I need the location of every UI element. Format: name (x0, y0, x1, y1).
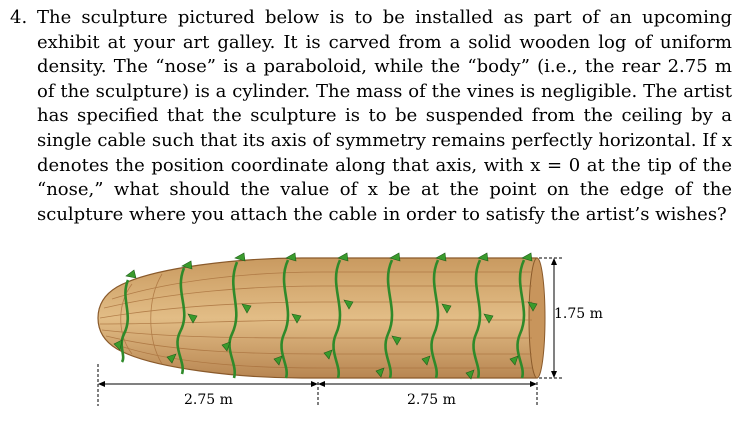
length-arrow-left-start (98, 381, 105, 387)
problem-number: 4. (10, 7, 28, 28)
height-arrow-bottom (551, 371, 557, 378)
vines (120, 259, 526, 379)
sculpture-body (97, 257, 538, 379)
height-dimension (539, 257, 562, 379)
dim-label-right: 2.75 m (407, 392, 456, 408)
wood-grain (99, 271, 532, 369)
length-arrow-right-end (530, 381, 537, 387)
sculpture-diagram (97, 252, 562, 406)
dim-label-height: 1.75 m (554, 306, 603, 322)
vine-leaves (113, 252, 538, 380)
length-arrow-right-start (318, 381, 325, 387)
length-arrow-left-end (311, 381, 318, 387)
problem-text: The sculpture pictured below is to be in… (37, 7, 732, 225)
dim-label-left: 2.75 m (184, 392, 233, 408)
sculpture-end-cap (528, 257, 546, 379)
length-dimension (97, 364, 538, 406)
height-arrow-top (551, 258, 557, 265)
sculpture-figure: 2.75 m 2.75 m 1.75 m (92, 244, 652, 424)
